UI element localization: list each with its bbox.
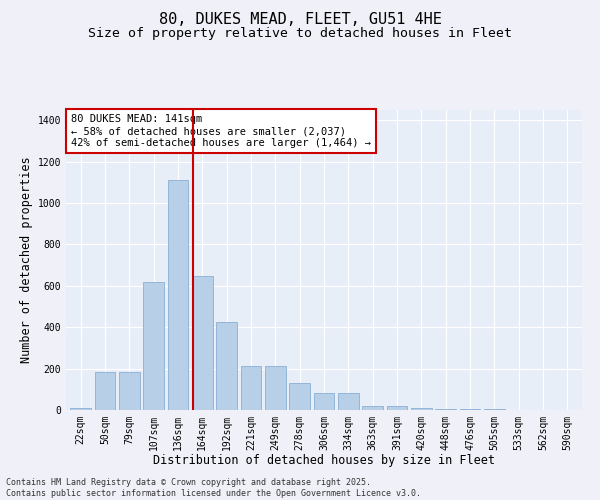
Text: Size of property relative to detached houses in Fleet: Size of property relative to detached ho… xyxy=(88,28,512,40)
Bar xyxy=(411,408,432,410)
Bar xyxy=(70,408,91,410)
Bar xyxy=(119,372,140,410)
Bar xyxy=(386,406,407,410)
Bar xyxy=(95,372,115,410)
Bar xyxy=(289,383,310,410)
Bar xyxy=(460,409,481,410)
Bar xyxy=(216,322,237,410)
Bar xyxy=(265,366,286,410)
Bar xyxy=(338,394,359,410)
Bar xyxy=(241,366,262,410)
X-axis label: Distribution of detached houses by size in Fleet: Distribution of detached houses by size … xyxy=(153,454,495,468)
Bar xyxy=(362,406,383,410)
Text: 80 DUKES MEAD: 141sqm
← 58% of detached houses are smaller (2,037)
42% of semi-d: 80 DUKES MEAD: 141sqm ← 58% of detached … xyxy=(71,114,371,148)
Bar xyxy=(314,394,334,410)
Y-axis label: Number of detached properties: Number of detached properties xyxy=(20,156,34,364)
Bar xyxy=(192,276,212,410)
Text: Contains HM Land Registry data © Crown copyright and database right 2025.
Contai: Contains HM Land Registry data © Crown c… xyxy=(6,478,421,498)
Text: 80, DUKES MEAD, FLEET, GU51 4HE: 80, DUKES MEAD, FLEET, GU51 4HE xyxy=(158,12,442,28)
Bar xyxy=(167,180,188,410)
Bar xyxy=(436,409,456,410)
Bar xyxy=(143,282,164,410)
